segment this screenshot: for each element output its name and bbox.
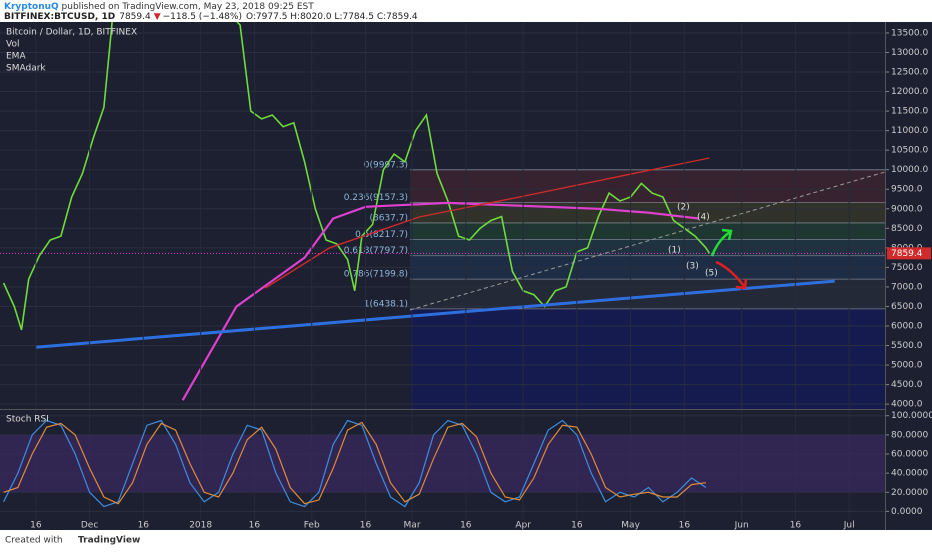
y-tick-label: 13500.0 <box>891 28 928 38</box>
x-tick-label: 16 <box>138 521 150 531</box>
ohlc: O:7977.5 H:8020.0 L:7784.5 C:7859.4 <box>246 12 418 22</box>
x-tick-label: Apr <box>515 521 531 531</box>
x-tick-label: Feb <box>304 521 320 531</box>
y-tick-label: 6500.0 <box>891 302 923 312</box>
fib-label: 0.618(7797.7) <box>344 246 408 256</box>
down-arrow: ▼ <box>154 12 161 22</box>
author: KryptonuQ <box>4 2 59 12</box>
y-tick-label: 20.0000 <box>891 488 928 498</box>
wave-label: (2) <box>677 203 690 213</box>
wave-label: (3) <box>686 262 699 272</box>
x-tick-label: Mar <box>404 521 421 531</box>
wave-label: (1) <box>668 246 681 256</box>
wave-label: (4) <box>697 213 710 223</box>
x-tick-label: 16 <box>571 521 583 531</box>
legend-item: EMA <box>6 52 26 62</box>
x-tick-label: May <box>621 521 640 531</box>
y-tick-label: 12500.0 <box>891 68 928 78</box>
series-line <box>3 421 706 505</box>
footer-created: Created with <box>5 536 63 546</box>
published: published on TradingView.com, May 23, 20… <box>59 2 315 12</box>
series-line <box>35 279 835 349</box>
x-tick-label: 16 <box>30 521 42 531</box>
x-tick-label: 16 <box>679 521 691 531</box>
x-tick-label: 16 <box>249 521 261 531</box>
y-tick-label: 13000.0 <box>891 48 928 58</box>
series-line <box>264 157 710 289</box>
up-arrow <box>710 228 733 257</box>
y-tick-label: 40.0000 <box>891 469 928 479</box>
last-price-label: 7859.4 <box>891 249 923 259</box>
y-tick-label: 60.0000 <box>891 450 928 460</box>
y-tick-label: 11500.0 <box>891 107 928 117</box>
y-tick-label: 7500.0 <box>891 263 923 273</box>
wave-label: (5) <box>705 269 718 279</box>
fib-label: 0.5(8217.7) <box>355 230 408 240</box>
series-line <box>3 419 707 508</box>
price: 7859.4 <box>119 12 151 22</box>
footer-bg <box>0 530 932 550</box>
fib-label: 0.236(9157.3) <box>344 193 408 203</box>
y-tick-label: 7000.0 <box>891 282 923 292</box>
header-bg <box>0 0 932 22</box>
fib-zone <box>410 308 885 410</box>
x-tick-label: 2018 <box>189 521 212 531</box>
fib-label: 1(6438.1) <box>364 299 408 309</box>
legend-item: SMAdark <box>6 64 46 74</box>
header-line2: BITFINEX:BTCUSD, 1D 7859.4 ▼ −118.5 (−1.48%… <box>4 12 418 22</box>
y-tick-label: 0.0000 <box>891 507 923 517</box>
symbol: BITFINEX:BTCUSD, 1D <box>4 12 115 22</box>
y-tick-label: 9000.0 <box>891 204 923 214</box>
y-tick-label: 6000.0 <box>891 321 923 331</box>
y-tick-label: 4000.0 <box>891 400 923 410</box>
fib-label: 0.786(7199.8) <box>344 270 408 280</box>
y-tick-label: 11000.0 <box>891 126 928 136</box>
y-tick-label: 12000.0 <box>891 87 928 97</box>
x-tick-label: Jun <box>734 521 749 531</box>
series-line <box>2 22 711 331</box>
y-tick-label: 100.0000 <box>891 411 932 421</box>
header-line1: KryptonuQ published on TradingView.com, … <box>4 2 314 12</box>
x-tick-label: 16 <box>360 521 372 531</box>
y-tick-label: 4500.0 <box>891 380 923 390</box>
panel <box>0 415 885 512</box>
legend-item: Bitcoin / Dollar, 1D, BITFINEX <box>6 28 137 38</box>
last-price-tag <box>887 247 931 260</box>
footer-brand: TradingView <box>78 536 140 546</box>
y-tick-label: 10000.0 <box>891 165 928 175</box>
y-tick-label: 80.0000 <box>891 430 928 440</box>
y-tick-label: 9500.0 <box>891 185 923 195</box>
x-tick-label: Jul <box>843 521 855 531</box>
panel-title: Stoch RSI <box>6 415 49 425</box>
fib-zone <box>410 222 885 240</box>
y-tick-label: 5500.0 <box>891 341 923 351</box>
y-tick-label: 8500.0 <box>891 224 923 234</box>
down-arrow-drawn <box>715 260 748 290</box>
x-tick-label: 16 <box>790 521 802 531</box>
x-tick-label: 16 <box>460 521 472 531</box>
change: −118.5 (−1.48%) <box>163 12 242 22</box>
y-tick-label: 10500.0 <box>891 146 928 156</box>
panel: 0(9997.3)0.236(9157.3)(8637.7)0.5(8217.7… <box>0 22 885 410</box>
legend-item: Vol <box>6 40 19 50</box>
y-tick-label: 5000.0 <box>891 361 923 371</box>
fib-zone <box>410 169 885 203</box>
trend-dashed <box>409 171 886 311</box>
fib-label: (8637.7) <box>369 213 408 223</box>
x-tick-label: Dec <box>81 521 98 531</box>
